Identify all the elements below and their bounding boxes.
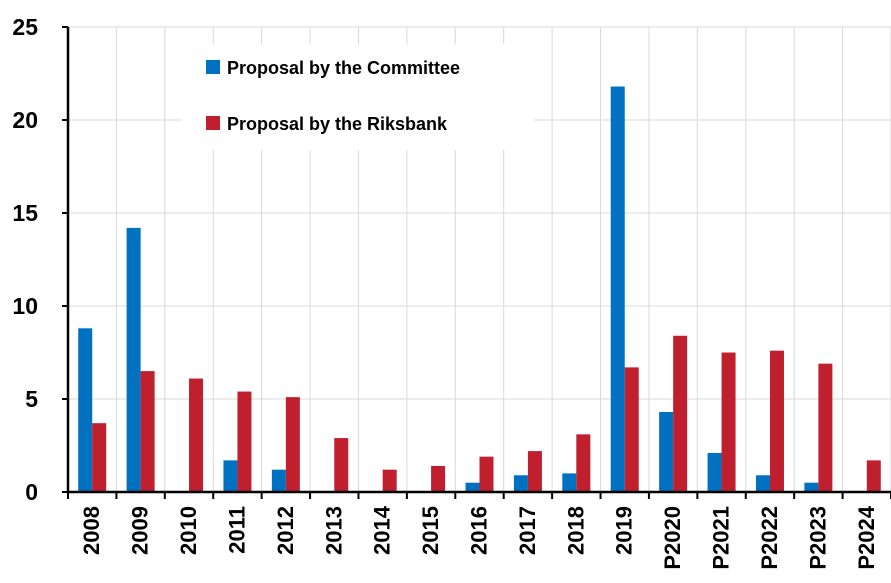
- bar-committee-2008: [78, 328, 93, 492]
- x-tick-label: P2022: [757, 506, 782, 570]
- bar-riksbank-P2024: [866, 460, 881, 492]
- y-tick-label: 10: [12, 293, 38, 319]
- y-tick-label: 20: [12, 107, 38, 133]
- y-tick-label: 5: [25, 386, 38, 412]
- x-tick-label: 2010: [176, 506, 201, 555]
- bar-riksbank-2013: [334, 438, 349, 492]
- bar-committee-2017: [513, 475, 528, 492]
- bar-riksbank-2008: [92, 423, 107, 492]
- bars: [78, 86, 881, 493]
- x-tick-label: 2015: [418, 506, 443, 555]
- legend-swatch-riksbank: [206, 116, 220, 130]
- legend-label-committee: Proposal by the Committee: [227, 58, 460, 78]
- x-tick-label: 2017: [515, 506, 540, 555]
- x-tick-label: P2023: [805, 506, 830, 570]
- y-tick-label: 25: [12, 14, 38, 40]
- bar-riksbank-2016: [479, 456, 494, 492]
- bar-committee-P2023: [804, 482, 819, 492]
- bar-riksbank-2018: [576, 434, 591, 492]
- bar-riksbank-P2020: [673, 335, 688, 492]
- x-tick-label: P2024: [854, 505, 879, 569]
- y-tick-label: 15: [12, 200, 38, 226]
- x-tick-label: P2021: [709, 506, 734, 570]
- legend: Proposal by the Committee Proposal by th…: [182, 44, 534, 150]
- y-tick-label: 0: [25, 479, 38, 505]
- bar-committee-P2020: [659, 412, 674, 492]
- x-tick-label: 2019: [612, 506, 637, 555]
- bar-riksbank-2015: [431, 465, 446, 492]
- x-tick-label: 2011: [224, 506, 249, 554]
- bar-committee-2011: [223, 460, 238, 492]
- legend-label-riksbank: Proposal by the Riksbank: [227, 114, 448, 134]
- bar-committee-2009: [126, 227, 141, 492]
- bar-committee-P2021: [707, 452, 722, 492]
- x-tick-label: 2013: [321, 506, 346, 555]
- x-tick-label: 2012: [273, 506, 298, 555]
- axes: 0 5 10 15 20 25 2008 2009 2010 2011 2012 2013 2014 20…: [12, 14, 891, 570]
- x-tick-label: 2009: [128, 506, 153, 555]
- bar-riksbank-P2021: [721, 352, 736, 492]
- bar-committee-2012: [271, 469, 286, 492]
- bar-committee-P2022: [755, 475, 770, 492]
- bar-riksbank-P2022: [769, 350, 784, 492]
- bar-riksbank-2014: [382, 469, 397, 492]
- bar-riksbank-2010: [189, 378, 204, 492]
- x-tick-label: 2014: [370, 505, 395, 555]
- bar-riksbank-2012: [285, 397, 300, 492]
- x-tick-label: P2020: [660, 506, 685, 570]
- bar-committee-2016: [465, 482, 480, 492]
- bar-committee-2018: [562, 473, 577, 492]
- bar-riksbank-2009: [140, 371, 155, 492]
- legend-background: [182, 44, 534, 150]
- legend-swatch-committee: [206, 60, 220, 74]
- bar-riksbank-2017: [527, 451, 542, 492]
- x-tick-label: 2018: [563, 506, 588, 555]
- bar-riksbank-P2023: [818, 363, 833, 492]
- bar-riksbank-2019: [624, 367, 639, 492]
- bar-riksbank-2011: [237, 391, 252, 492]
- x-tick-label: 2008: [79, 506, 104, 555]
- bar-committee-2019: [610, 86, 625, 493]
- x-tick-label: 2016: [467, 506, 492, 555]
